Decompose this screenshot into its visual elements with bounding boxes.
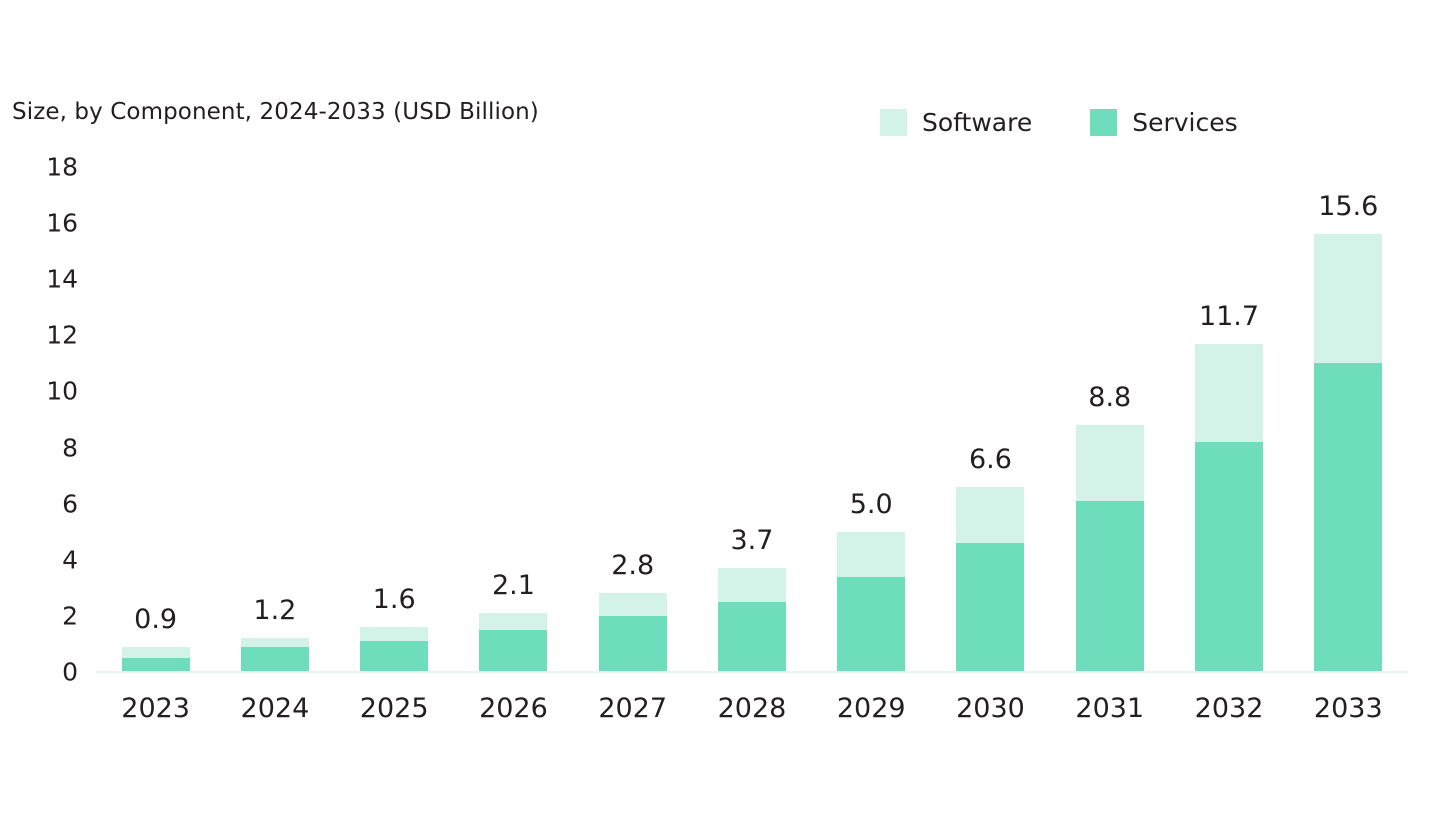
chart-legend: Software Services	[880, 104, 1238, 140]
bar-column-2028[interactable]: 3.7	[692, 167, 811, 672]
x-axis-tick-2033: 2033	[1313, 693, 1383, 724]
y-axis-tick-2: 2	[62, 601, 78, 631]
bar-segment-software-2032[interactable]	[1195, 343, 1264, 442]
x-axis-tick-2026: 2026	[479, 693, 548, 724]
bar-segment-software-2023[interactable]	[121, 646, 190, 658]
bar-segment-software-2028[interactable]	[717, 568, 786, 602]
y-axis-tick-18: 18	[46, 152, 78, 182]
bar-stack-2023[interactable]	[121, 646, 190, 672]
bar-stack-2033[interactable]	[1314, 234, 1383, 672]
bar-total-label-2027: 2.8	[611, 550, 655, 582]
bar-total-label-2023: 0.9	[134, 603, 178, 635]
bar-stack-2028[interactable]	[717, 568, 786, 672]
x-axis-tick-2025: 2025	[359, 693, 429, 724]
bar-segment-services-2029[interactable]	[837, 576, 906, 672]
bar-column-2032[interactable]: 11.7	[1169, 167, 1288, 672]
bar-total-label-2024: 1.2	[253, 595, 297, 627]
bar-segment-software-2033[interactable]	[1314, 234, 1383, 364]
bar-segment-services-2026[interactable]	[479, 629, 548, 672]
bar-total-label-2026: 2.1	[491, 570, 535, 602]
y-axis-tick-0: 0	[62, 657, 78, 687]
bar-segment-services-2023[interactable]	[121, 657, 190, 672]
bar-column-2033[interactable]: 15.6	[1289, 167, 1408, 672]
bar-stack-2032[interactable]	[1195, 343, 1264, 672]
bar-column-2024[interactable]: 1.2	[215, 167, 334, 672]
bar-segment-services-2031[interactable]	[1075, 500, 1144, 672]
bar-segment-services-2030[interactable]	[956, 542, 1025, 672]
legend-item-services[interactable]: Services	[1090, 107, 1238, 137]
x-axis-tick-2031: 2031	[1075, 693, 1145, 724]
bar-total-label-2032: 11.7	[1198, 300, 1260, 332]
bar-segment-services-2033[interactable]	[1314, 363, 1383, 672]
bar-segment-services-2024[interactable]	[240, 646, 309, 672]
bar-segment-software-2030[interactable]	[956, 486, 1025, 543]
y-axis-tick-16: 16	[46, 208, 78, 238]
bar-column-2029[interactable]: 5.0	[812, 167, 931, 672]
bar-segment-software-2029[interactable]	[837, 531, 906, 577]
y-axis-tick-12: 12	[46, 320, 78, 350]
bar-total-label-2033: 15.6	[1318, 191, 1379, 223]
bar-column-2030[interactable]: 6.6	[931, 167, 1050, 672]
chart-title: Size, by Component, 2024-2033 (USD Billi…	[12, 99, 539, 125]
bar-total-label-2029: 5.0	[849, 488, 893, 520]
y-axis-tick-4: 4	[62, 545, 78, 575]
bar-segment-software-2026[interactable]	[479, 613, 548, 630]
bar-column-2026[interactable]: 2.1	[454, 167, 573, 672]
bar-segment-software-2024[interactable]	[240, 638, 309, 647]
legend-label-services: Services	[1132, 107, 1238, 137]
x-axis-tick-labels: 2023 2024 2025 2026 2027 2028 2029 2030 2031 2032…	[96, 695, 1408, 722]
bar-segment-software-2031[interactable]	[1075, 425, 1144, 501]
x-axis-tick-2029: 2029	[836, 693, 906, 724]
bar-stack-2026[interactable]	[479, 613, 548, 672]
x-axis-baseline	[96, 671, 1408, 673]
x-axis-tick-2027: 2027	[598, 693, 668, 724]
legend-swatch-services	[1090, 108, 1118, 136]
bar-stack-2029[interactable]	[837, 531, 906, 672]
x-axis-tick-2023: 2023	[121, 693, 190, 724]
bar-column-2027[interactable]: 2.8	[573, 167, 692, 672]
bar-segment-services-2025[interactable]	[360, 641, 429, 672]
bar-segment-software-2027[interactable]	[598, 593, 667, 616]
x-axis-tick-2024: 2024	[240, 693, 310, 724]
bar-column-2025[interactable]: 1.6	[335, 167, 454, 672]
legend-label-software: Software	[922, 107, 1033, 137]
bar-column-2031[interactable]: 8.8	[1050, 167, 1169, 672]
bar-segment-services-2027[interactable]	[598, 615, 667, 672]
x-axis-tick-2032: 2032	[1194, 693, 1264, 724]
y-axis-tick-6: 6	[62, 489, 78, 519]
bar-total-label-2030: 6.6	[969, 443, 1012, 475]
bar-stack-2027[interactable]	[598, 593, 667, 672]
bar-stack-2031[interactable]	[1075, 425, 1144, 672]
legend-item-software[interactable]: Software	[880, 107, 1033, 137]
bar-segment-software-2025[interactable]	[360, 627, 429, 642]
bar-segment-services-2028[interactable]	[717, 601, 786, 672]
bar-segment-services-2032[interactable]	[1195, 441, 1264, 672]
bar-column-2023[interactable]: 0.9	[96, 167, 215, 672]
legend-swatch-software	[880, 108, 907, 136]
bar-stack-2025[interactable]	[360, 627, 429, 672]
bar-total-label-2028: 3.7	[730, 525, 774, 557]
y-axis-tick-14: 14	[46, 264, 78, 294]
y-axis-tick-8: 8	[62, 433, 78, 463]
x-axis-tick-2028: 2028	[717, 693, 787, 724]
bar-stack-2030[interactable]	[956, 486, 1025, 672]
y-axis-tick-labels: 0 2 4 6 8 10 12 14 16 18	[8, 155, 78, 685]
bar-total-label-2025: 1.6	[372, 584, 416, 616]
bar-series-area: 0.9 1.2 1.6 2.1 2.8 3.7 5.0 6.6 8.8 11.7 15.6	[96, 167, 1408, 672]
bar-total-label-2031: 8.8	[1088, 382, 1132, 414]
x-axis-tick-2030: 2030	[956, 693, 1025, 724]
bar-stack-2024[interactable]	[240, 638, 309, 672]
y-axis-tick-10: 10	[46, 376, 78, 406]
